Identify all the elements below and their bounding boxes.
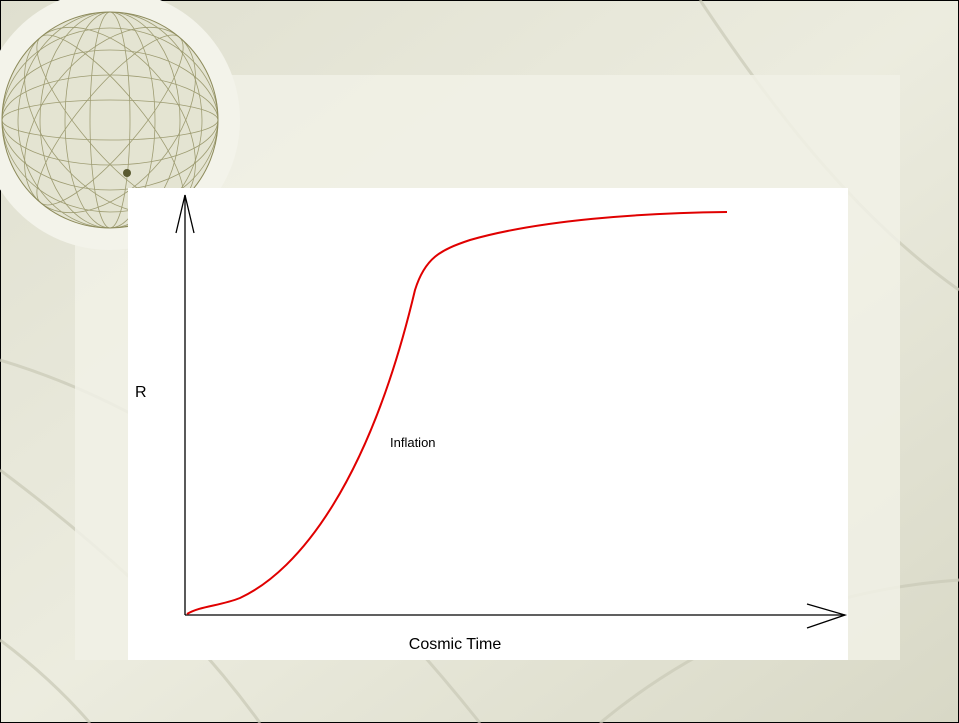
slide: R Inflation Cosmic Time (0, 0, 959, 723)
y-axis-label: R (135, 384, 147, 401)
x-axis-label: Cosmic Time (409, 636, 502, 653)
annotation: Inflation (390, 435, 436, 450)
chart-area (128, 188, 848, 660)
